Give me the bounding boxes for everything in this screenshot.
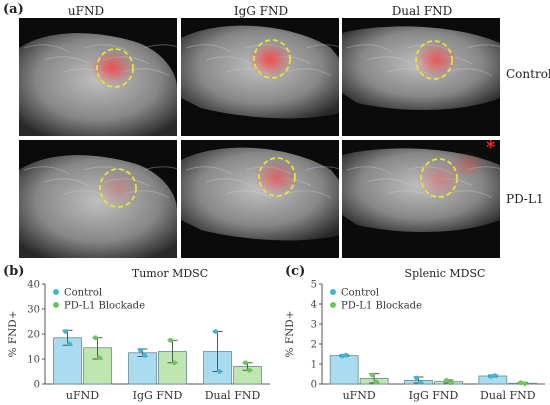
tile-control-ufnd (19, 18, 177, 136)
data-point (142, 352, 147, 358)
splenic-mdsc-chart: 0 1 2 3 4 5 % FND+ uFND IgG FND Dual FND Control PD… (284, 280, 545, 402)
x-tick-label: Dual FND (205, 389, 261, 402)
y-axis-label: % FND+ (7, 310, 19, 357)
data-point (138, 347, 143, 353)
y-tick-label: 2 (311, 340, 317, 351)
y-axis-label: % FND+ (284, 310, 296, 357)
data-point (369, 372, 375, 378)
y-tick-label: 5 (311, 280, 317, 291)
data-point (243, 360, 248, 366)
x-tick-label: IgG FND (409, 389, 459, 402)
y-tick-label: 0 (311, 380, 317, 391)
data-point (93, 335, 98, 341)
x-tick-label: Dual FND (480, 389, 536, 402)
chart-title-splenic: Splenic MDSC (404, 267, 486, 280)
y-tick-label: 0 (34, 380, 40, 391)
panel-c-label: (c) (285, 264, 306, 279)
legend-marker (330, 289, 336, 295)
data-point (97, 355, 102, 361)
panel-a-label: (a) (3, 2, 24, 17)
data-point (414, 375, 419, 381)
data-point (418, 380, 423, 385)
row-label-pd-l1: PD-L1 (506, 192, 544, 206)
column-header-ufnd: uFND (67, 4, 105, 18)
legend-marker (53, 289, 59, 295)
data-point (67, 341, 72, 347)
data-point (488, 374, 494, 379)
chart-title-tumor: Tumor MDSC (131, 267, 209, 280)
data-point (343, 352, 349, 358)
column-header-dual-fnd: Dual FND (391, 4, 453, 18)
legend-label: Control (341, 288, 379, 299)
y-tick-label: 30 (27, 305, 40, 316)
panel-b-label: (b) (3, 264, 25, 279)
y-tick-label: 10 (27, 355, 40, 366)
tile-pdl1-dual-fnd (342, 140, 500, 258)
legend-marker (53, 302, 59, 308)
column-header-igg-fnd: IgG FND (233, 4, 289, 18)
tile-control-igg-fnd (181, 18, 339, 136)
data-point (172, 360, 177, 366)
tile-pdl1-ufnd (19, 140, 177, 258)
y-tick-label: 1 (311, 360, 317, 371)
y-tick-label: 3 (311, 320, 317, 331)
bar-control-1 (128, 352, 157, 385)
legend-label: Control (64, 288, 102, 299)
x-tick-label: IgG FND (133, 389, 183, 402)
bar-control-0 (329, 355, 359, 385)
data-point (339, 353, 345, 359)
data-point (518, 380, 524, 386)
data-point (247, 367, 252, 373)
data-point (217, 369, 222, 374)
legend-marker (330, 302, 336, 308)
data-point (373, 379, 379, 385)
tumor-mdsc-chart: 0 10 20 30 40 % FND+ uFND IgG FND Dual FND Contro… (7, 280, 270, 402)
y-tick-label: 20 (27, 330, 40, 341)
data-point (492, 373, 498, 378)
data-point (63, 329, 68, 334)
data-point (444, 378, 449, 383)
legend-label: PD-L1 Blockade (341, 301, 422, 312)
data-point (213, 329, 218, 334)
y-tick-label: 40 (27, 280, 40, 291)
row-label-control: Control (506, 67, 550, 81)
data-point (168, 337, 173, 343)
x-tick-label: uFND (66, 389, 99, 402)
y-tick-label: 4 (311, 300, 317, 311)
asterisk-marker: * (486, 137, 496, 158)
x-tick-label: uFND (343, 389, 376, 402)
data-point (522, 381, 528, 386)
tile-control-dual-fnd (342, 18, 500, 136)
legend-label: PD-L1 Blockade (64, 301, 145, 312)
data-point (448, 380, 453, 386)
tile-pdl1-igg-fnd (181, 140, 339, 258)
